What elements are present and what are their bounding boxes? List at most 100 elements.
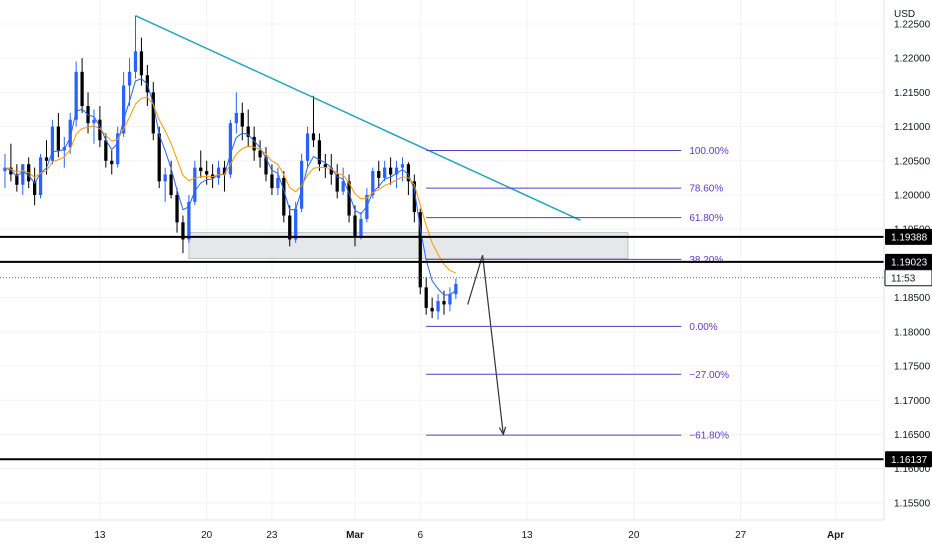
candle-body-down xyxy=(98,119,102,141)
price-tick-label: 1.17500 xyxy=(894,362,931,373)
price-tick-label: 1.18000 xyxy=(894,327,931,338)
time-tick-label: 20 xyxy=(201,530,213,541)
time-tick-label: Mar xyxy=(346,530,364,541)
candle-body-up xyxy=(383,167,387,178)
candle-body-down xyxy=(388,167,393,175)
candle-body-up xyxy=(436,301,440,312)
time-tick-label: 20 xyxy=(628,530,640,541)
candle-body-down xyxy=(418,212,422,288)
candle-body-down xyxy=(424,287,428,308)
fib-level-label: 78.60% xyxy=(689,184,723,195)
price-tick-label: 1.22500 xyxy=(894,19,931,30)
price-tags: 1.19388 1.19023 1.16137 11:53 xyxy=(884,228,932,468)
current-price-tag-label: 11:53 xyxy=(891,273,916,284)
candle-body-down xyxy=(44,157,49,161)
candle-body-up xyxy=(294,208,298,240)
price-tick-label: 1.20000 xyxy=(894,191,931,202)
projection-arrowhead xyxy=(498,426,507,437)
currency-label: USD xyxy=(894,9,915,20)
candle-body-down xyxy=(353,215,357,237)
time-tick-label: 23 xyxy=(266,530,278,541)
candle-body-down xyxy=(240,112,244,127)
candle-body-down xyxy=(288,215,292,240)
grid xyxy=(0,0,884,520)
ma-slow-line xyxy=(4,96,457,274)
candle-body-up xyxy=(276,177,280,189)
fib-level-label: 61.80% xyxy=(689,213,723,224)
time-axis[interactable]: 13 20 23 Mar 6 13 20 27 Apr xyxy=(94,530,844,541)
candle-body-down xyxy=(430,307,434,312)
candle-body-up xyxy=(448,294,452,305)
fib-level-label: 0.00% xyxy=(689,322,717,333)
current-price-tag-box xyxy=(884,269,932,287)
horizontal-levels-layer xyxy=(0,235,884,461)
time-tick-label: 13 xyxy=(521,530,533,541)
candle-body-down xyxy=(205,171,209,175)
candle-body-up xyxy=(371,171,375,195)
candle-body-down xyxy=(317,140,322,165)
candle-body-down xyxy=(15,174,19,185)
candle-body-down xyxy=(104,140,108,161)
candle-body-down xyxy=(56,126,60,151)
candle-body-down xyxy=(151,92,155,134)
candle-body-down xyxy=(406,164,411,182)
candle-body-down xyxy=(199,167,203,172)
candle-body-down xyxy=(442,301,446,305)
candle-body-down xyxy=(80,71,84,107)
price-tick-label: 1.18500 xyxy=(894,293,931,304)
candle-body-up xyxy=(92,119,96,124)
candle-body-up xyxy=(127,71,132,86)
candle-body-up xyxy=(121,85,126,134)
fib-level-label: −27.00% xyxy=(689,370,729,381)
candle-body-down xyxy=(264,157,268,175)
fib-level-label: 38.20% xyxy=(689,255,723,266)
candle-body-up xyxy=(133,51,138,72)
price-tick-label: 1.15500 xyxy=(894,498,931,509)
price-tag-box xyxy=(885,253,932,270)
candle-body-up xyxy=(21,164,25,185)
candle-body-down xyxy=(32,181,37,195)
candle-body-down xyxy=(252,136,256,151)
candle-body-down xyxy=(335,174,339,192)
candle-body-down xyxy=(246,126,250,137)
candle-body-up xyxy=(187,201,191,240)
time-tick-label: 6 xyxy=(417,530,423,541)
price-tick-label: 1.22000 xyxy=(894,54,931,65)
fib-level-label: 100.00% xyxy=(689,146,729,157)
candle-body-down xyxy=(329,167,333,175)
candle-body-down xyxy=(347,181,351,216)
price-tick-label: 1.16000 xyxy=(894,464,931,475)
candle-body-down xyxy=(282,177,286,216)
price-tag-box xyxy=(885,228,932,245)
candle-body-up xyxy=(193,167,197,202)
candle-body-down xyxy=(412,181,416,213)
fib-level-label: −61.80% xyxy=(689,431,729,442)
candle-body-up xyxy=(359,218,363,237)
candle-body-down xyxy=(323,164,327,168)
candle-body-down xyxy=(181,222,185,240)
ma-fast-line xyxy=(4,78,457,296)
candle-body-up xyxy=(341,181,345,192)
price-tag-label: 1.16137 xyxy=(891,455,928,466)
candle-body-up xyxy=(216,167,221,178)
candle-body-down xyxy=(110,160,114,165)
candle-body-up xyxy=(68,119,72,148)
candle-body-down xyxy=(270,174,274,189)
candle-body-up xyxy=(305,133,310,161)
price-tag-label: 1.19023 xyxy=(891,257,928,268)
candle-body-down xyxy=(222,167,227,175)
candle-body-down xyxy=(139,51,144,76)
candle-body-up xyxy=(454,283,458,295)
candle-body-up xyxy=(50,126,55,161)
candle-body-up xyxy=(74,71,78,120)
price-tick-label: 1.17000 xyxy=(894,396,931,407)
candle-body-down xyxy=(258,150,262,158)
moving-averages-layer xyxy=(4,78,457,296)
candle-body-up xyxy=(163,174,167,182)
fibonacci-layer: 100.00% 78.60% 61.80% 38.20% 0.00% −27.00% −61… xyxy=(426,146,729,442)
candle-body-up xyxy=(38,157,43,195)
candle-body-up xyxy=(228,123,233,175)
candle-body-down xyxy=(157,133,161,182)
